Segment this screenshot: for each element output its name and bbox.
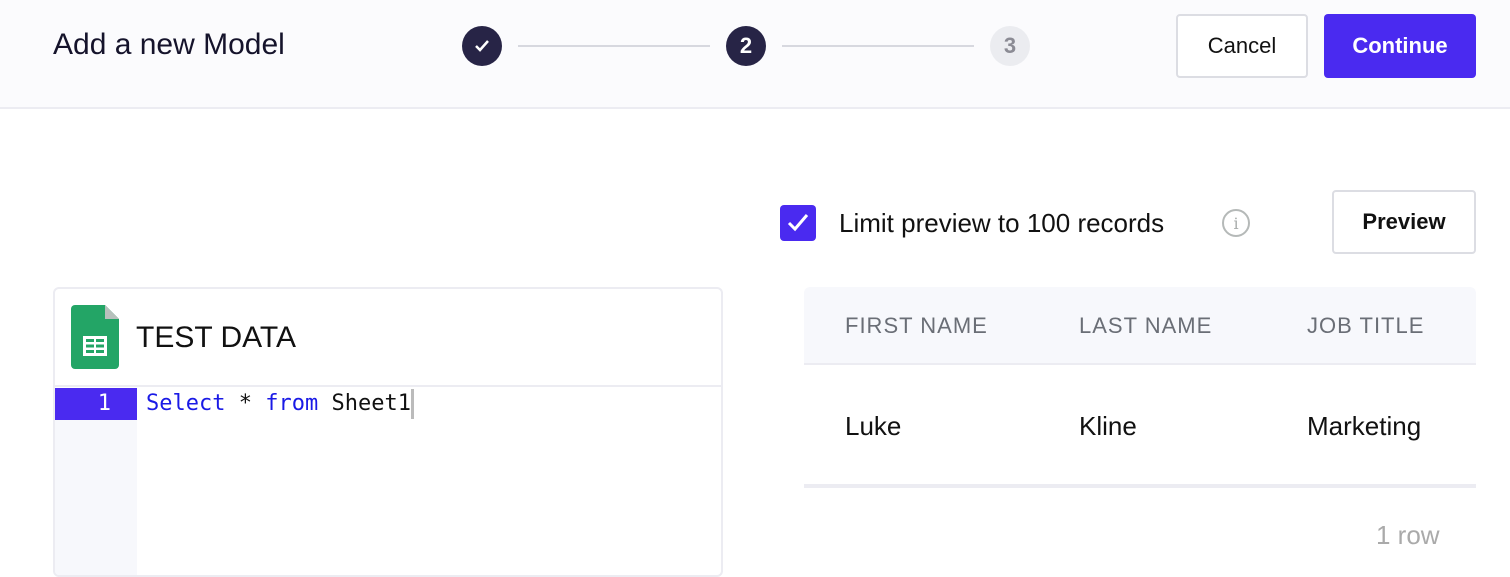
cancel-button[interactable]: Cancel [1176, 14, 1308, 78]
check-icon [787, 214, 809, 232]
step-3-upcoming: 3 [990, 26, 1030, 66]
continue-button[interactable]: Continue [1324, 14, 1476, 78]
keyword: from [265, 391, 319, 416]
cell-job-title: Marketing [1307, 411, 1422, 441]
step-2-current: 2 [726, 26, 766, 66]
row-count: 1 row [1376, 520, 1440, 550]
column-header-first-name: FIRST NAME [845, 313, 988, 338]
header: Add a new Model 2 3 Cancel Continue [0, 0, 1510, 109]
line-number: 1 [55, 388, 137, 420]
step-connector [518, 45, 710, 47]
column-header-job-title: JOB TITLE [1307, 313, 1425, 338]
code-input[interactable]: Select * from Sheet1 [146, 388, 414, 420]
table-header: FIRST NAME LAST NAME JOB TITLE [804, 287, 1476, 365]
info-icon[interactable]: i [1222, 209, 1250, 237]
page-title: Add a new Model [53, 28, 285, 61]
table-row: Luke Kline Marketing [804, 365, 1476, 488]
line-gutter: 1 [55, 388, 137, 575]
step-connector [782, 45, 974, 47]
code-text: * [225, 391, 266, 416]
cell-last-name: Kline [1079, 411, 1137, 441]
cell-first-name: Luke [845, 411, 902, 441]
google-sheets-icon [71, 305, 119, 369]
text-cursor [410, 389, 414, 419]
editor-title: TEST DATA [136, 321, 297, 354]
check-icon [475, 40, 489, 52]
limit-preview-label: Limit preview to 100 records [839, 208, 1165, 238]
limit-preview-checkbox[interactable] [780, 205, 816, 241]
keyword: Select [146, 391, 226, 416]
code-text: Sheet1 [318, 391, 411, 416]
column-header-last-name: LAST NAME [1079, 313, 1213, 338]
step-1-complete [462, 26, 502, 66]
preview-button[interactable]: Preview [1332, 190, 1476, 254]
editor-header: TEST DATA [55, 289, 721, 387]
sql-editor-panel: TEST DATA 1 Select * from Sheet1 [53, 287, 723, 577]
